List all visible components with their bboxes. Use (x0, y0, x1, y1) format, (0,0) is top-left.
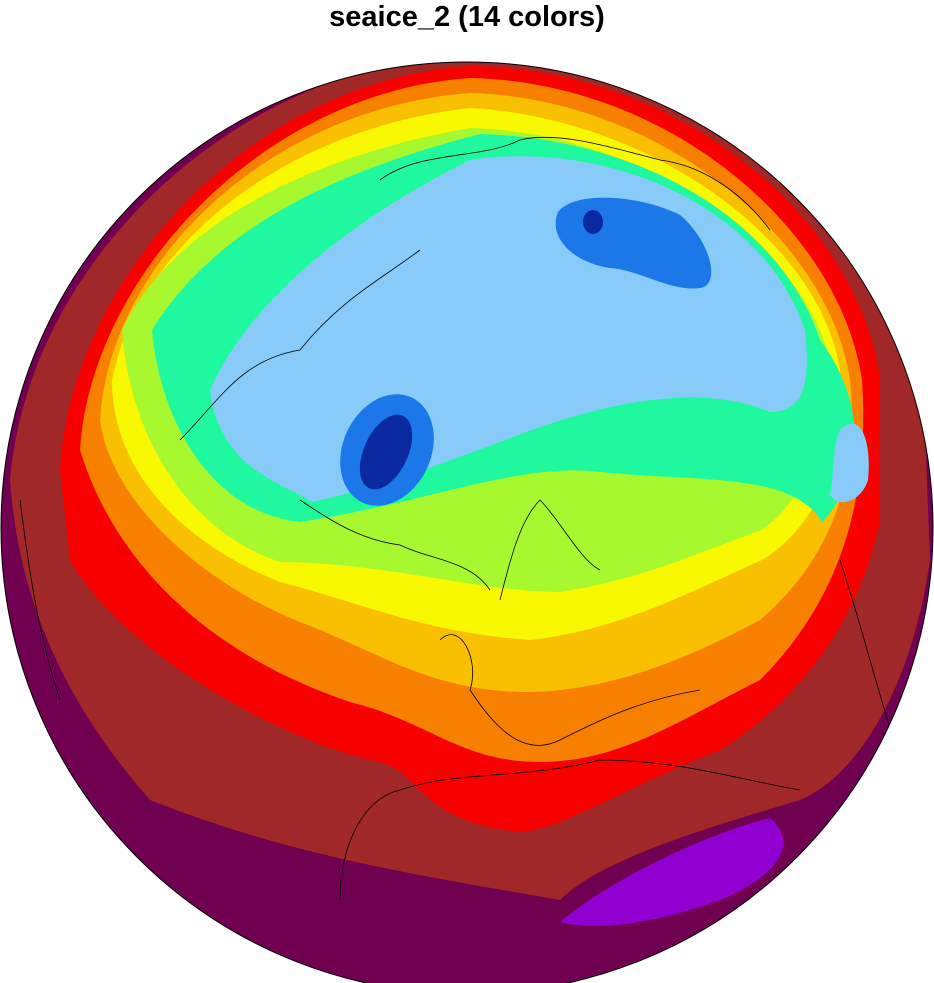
contour-level1-east (583, 210, 603, 234)
globe-outline (0, 61, 934, 983)
plot-title: seaice_2 (14 colors) (329, 1, 605, 33)
coastlines (19, 136, 901, 901)
contour-level1-west (359, 414, 413, 490)
contour-level3-east (830, 423, 869, 503)
contour-level12 (560, 818, 784, 926)
